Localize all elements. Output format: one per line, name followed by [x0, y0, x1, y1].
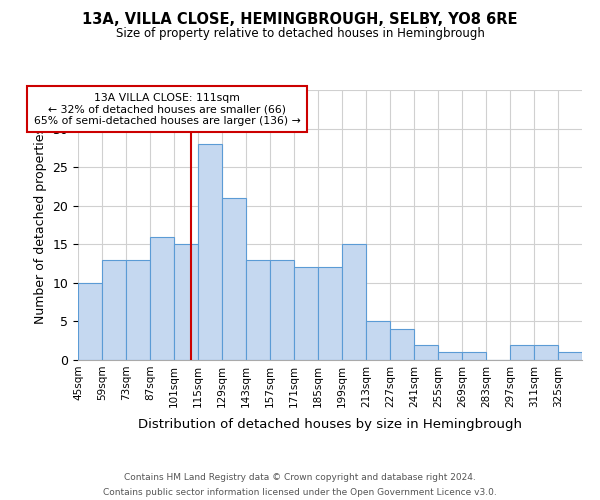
Bar — [126, 260, 150, 360]
Bar — [342, 244, 366, 360]
Bar — [246, 260, 270, 360]
Text: Contains public sector information licensed under the Open Government Licence v3: Contains public sector information licen… — [103, 488, 497, 497]
Bar — [318, 268, 342, 360]
Bar — [510, 344, 534, 360]
Bar — [366, 322, 390, 360]
Bar — [78, 283, 102, 360]
Text: Size of property relative to detached houses in Hemingbrough: Size of property relative to detached ho… — [116, 28, 484, 40]
Bar — [102, 260, 126, 360]
Bar — [150, 236, 174, 360]
Text: 13A, VILLA CLOSE, HEMINGBROUGH, SELBY, YO8 6RE: 13A, VILLA CLOSE, HEMINGBROUGH, SELBY, Y… — [82, 12, 518, 28]
Bar — [534, 344, 558, 360]
Bar — [462, 352, 486, 360]
Bar — [558, 352, 582, 360]
Bar — [270, 260, 294, 360]
Text: Contains HM Land Registry data © Crown copyright and database right 2024.: Contains HM Land Registry data © Crown c… — [124, 473, 476, 482]
Bar — [390, 329, 414, 360]
Bar — [438, 352, 462, 360]
Bar — [414, 344, 438, 360]
Bar — [294, 268, 318, 360]
Bar — [174, 244, 198, 360]
X-axis label: Distribution of detached houses by size in Hemingbrough: Distribution of detached houses by size … — [138, 418, 522, 431]
Bar — [198, 144, 222, 360]
Bar — [222, 198, 246, 360]
Y-axis label: Number of detached properties: Number of detached properties — [34, 126, 47, 324]
Text: 13A VILLA CLOSE: 111sqm
← 32% of detached houses are smaller (66)
65% of semi-de: 13A VILLA CLOSE: 111sqm ← 32% of detache… — [34, 92, 301, 126]
